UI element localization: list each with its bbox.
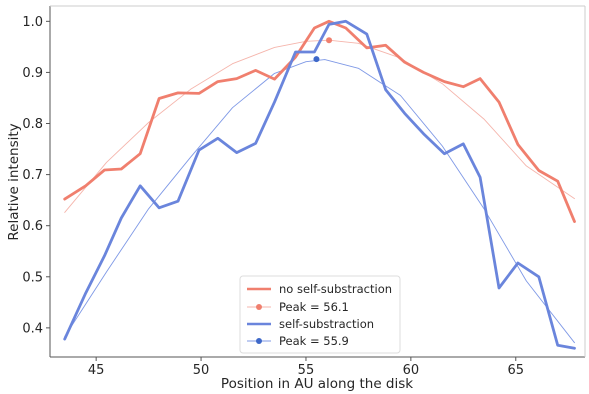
y-tick-label: 0.4 (22, 321, 43, 336)
legend-marker-peak-red (256, 304, 262, 310)
x-tick-label: 65 (507, 363, 524, 378)
peak-marker-peak-56-1 (326, 37, 333, 44)
y-tick-label: 0.7 (22, 168, 43, 183)
legend-marker-peak-blue (256, 338, 262, 344)
y-axis-label: Relative intensity (6, 123, 22, 240)
legend-label-peak-blue: Peak = 55.9 (279, 334, 349, 348)
plot-frame (49, 5, 586, 358)
legend-box (239, 275, 401, 354)
series-line-peak-56-1 (64, 39, 575, 213)
y-ticks: 0.4 0.5 0.6 0.7 0.8 0.9 1.0 (22, 15, 50, 336)
legend-label-peak-red: Peak = 56.1 (279, 300, 349, 314)
x-tick-label: 55 (298, 363, 315, 378)
legend: no self-substraction Peak = 56.1 self-su… (239, 275, 401, 354)
x-tick-label: 50 (193, 363, 210, 378)
y-tick-label: 1.0 (22, 15, 43, 30)
y-tick-label: 0.9 (22, 66, 43, 81)
y-tick-label: 0.6 (22, 219, 43, 234)
series-layer (63, 19, 576, 350)
y-tick-label: 0.5 (22, 270, 43, 285)
peak-marker-peak-55-9 (313, 56, 320, 63)
x-axis-label: Position in AU along the disk (221, 376, 413, 392)
y-tick-label: 0.8 (22, 117, 43, 132)
x-tick-label: 60 (403, 363, 420, 378)
x-ticks: 45 50 55 60 65 (88, 357, 524, 378)
x-tick-label: 45 (88, 363, 105, 378)
series-line-self-substraction (63, 19, 576, 350)
legend-label-self-substraction: self-substraction (279, 317, 374, 331)
legend-label-no-self-substraction: no self-substraction (279, 282, 392, 296)
series-line-no-self-substraction (63, 19, 576, 224)
